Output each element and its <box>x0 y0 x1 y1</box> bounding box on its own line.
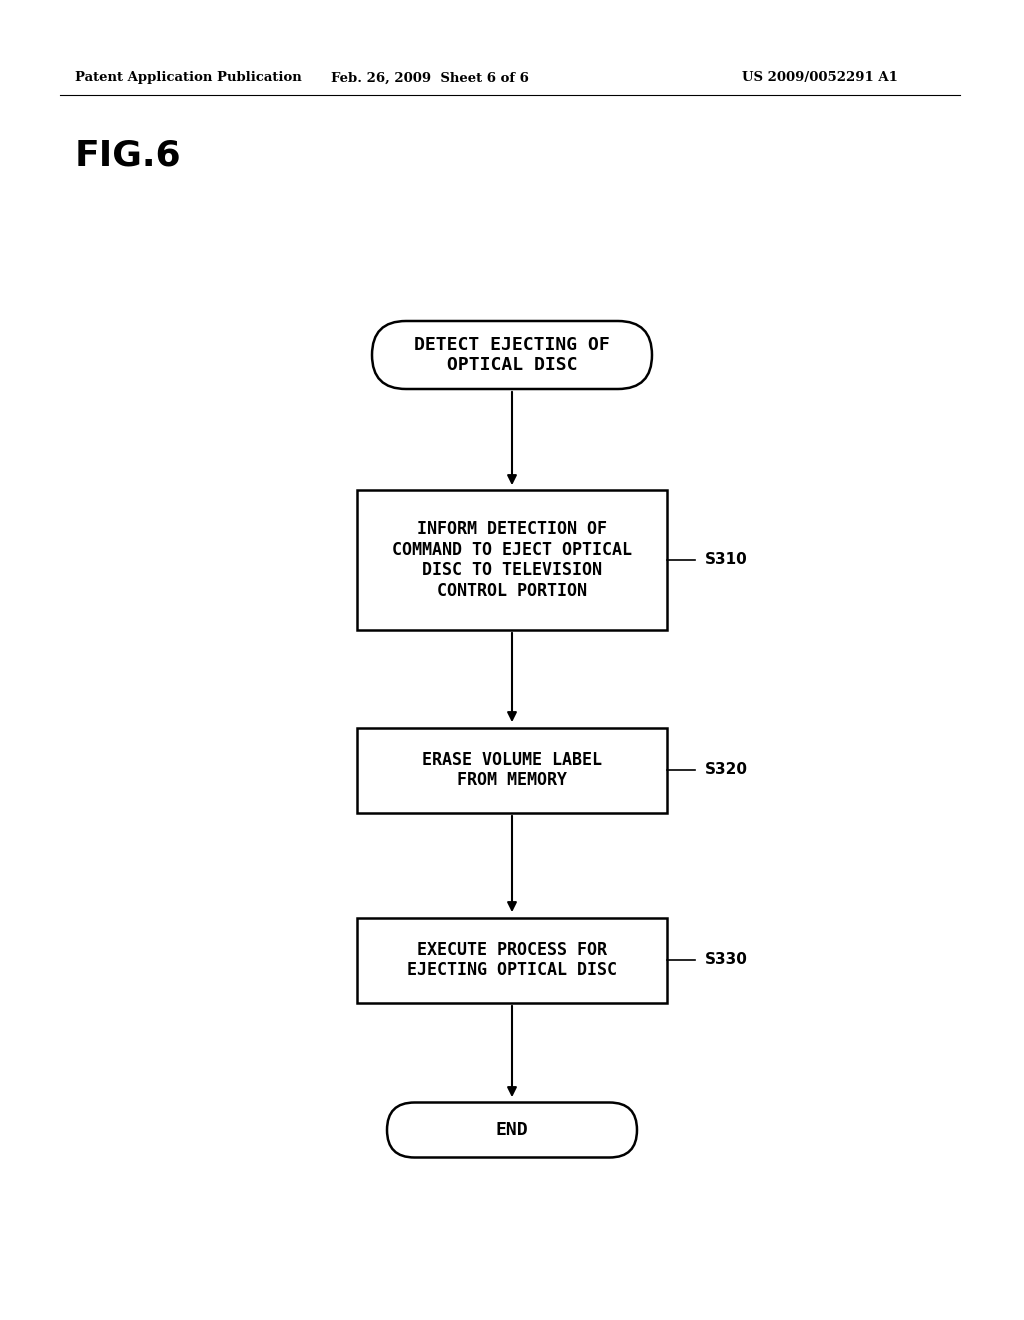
Text: US 2009/0052291 A1: US 2009/0052291 A1 <box>742 71 898 84</box>
Text: FIG.6: FIG.6 <box>75 139 181 172</box>
Text: INFORM DETECTION OF
COMMAND TO EJECT OPTICAL
DISC TO TELEVISION
CONTROL PORTION: INFORM DETECTION OF COMMAND TO EJECT OPT… <box>392 520 632 601</box>
Text: S310: S310 <box>705 553 748 568</box>
Bar <box>357 917 667 1002</box>
Bar <box>357 490 667 630</box>
Bar <box>357 727 667 813</box>
Text: Patent Application Publication: Patent Application Publication <box>75 71 302 84</box>
Text: DETECT EJECTING OF
OPTICAL DISC: DETECT EJECTING OF OPTICAL DISC <box>414 335 610 375</box>
Text: S320: S320 <box>705 763 748 777</box>
Text: S330: S330 <box>705 953 748 968</box>
FancyBboxPatch shape <box>372 321 652 389</box>
FancyBboxPatch shape <box>387 1102 637 1158</box>
Text: EXECUTE PROCESS FOR
EJECTING OPTICAL DISC: EXECUTE PROCESS FOR EJECTING OPTICAL DIS… <box>407 941 617 979</box>
Text: END: END <box>496 1121 528 1139</box>
Text: ERASE VOLUME LABEL
FROM MEMORY: ERASE VOLUME LABEL FROM MEMORY <box>422 751 602 789</box>
Text: Feb. 26, 2009  Sheet 6 of 6: Feb. 26, 2009 Sheet 6 of 6 <box>331 71 529 84</box>
